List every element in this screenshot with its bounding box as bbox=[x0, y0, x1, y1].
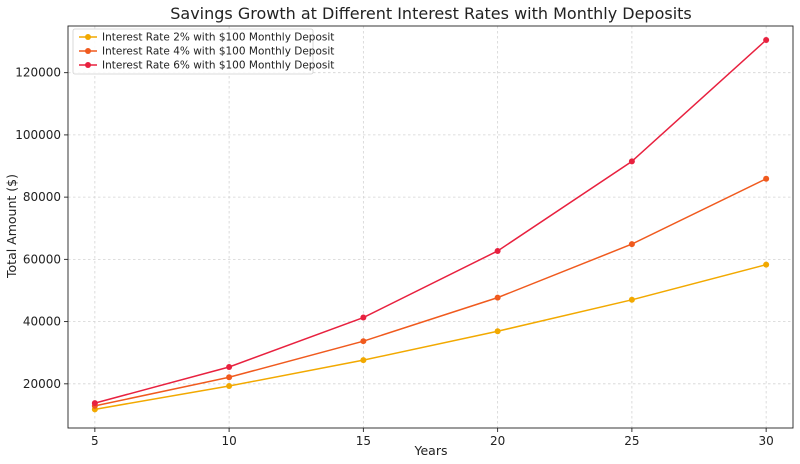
legend-label: Interest Rate 4% with $100 Monthly Depos… bbox=[102, 46, 334, 58]
data-point bbox=[628, 241, 635, 248]
legend-label: Interest Rate 6% with $100 Monthly Depos… bbox=[102, 60, 334, 72]
plot-frame bbox=[67, 25, 794, 429]
legend-marker bbox=[85, 62, 91, 68]
x-tick-label: 5 bbox=[91, 434, 99, 448]
y-tick-label: 80000 bbox=[23, 190, 61, 204]
legend-item: Interest Rate 6% with $100 Monthly Depos… bbox=[79, 60, 334, 72]
series-lines bbox=[91, 37, 770, 413]
series-2 bbox=[91, 175, 770, 409]
data-point bbox=[494, 294, 501, 301]
x-tick-label: 20 bbox=[490, 434, 505, 448]
y-tick-label: 20000 bbox=[23, 377, 61, 391]
y-tick-label: 40000 bbox=[23, 315, 61, 329]
y-tick-label: 60000 bbox=[23, 252, 61, 266]
series-3 bbox=[91, 37, 770, 407]
legend-box bbox=[72, 28, 314, 75]
data-point bbox=[494, 247, 501, 254]
legend-item: Interest Rate 4% with $100 Monthly Depos… bbox=[79, 46, 334, 58]
data-point bbox=[226, 382, 233, 389]
x-axis-title: Years bbox=[414, 443, 448, 458]
data-point bbox=[763, 37, 770, 44]
legend-item: Interest Rate 2% with $100 Monthly Depos… bbox=[79, 32, 334, 44]
data-point bbox=[360, 357, 367, 364]
series-line bbox=[94, 178, 767, 407]
axes bbox=[64, 25, 794, 432]
data-point bbox=[226, 364, 233, 371]
chart-title: Savings Growth at Different Interest Rat… bbox=[170, 4, 692, 23]
tick-labels: 5 10 15 20 25 30 20000 40000 60000 80000 100000 120… bbox=[15, 66, 774, 448]
x-tick-label: 25 bbox=[624, 434, 639, 448]
data-point bbox=[628, 158, 635, 165]
legend-marker bbox=[85, 34, 91, 40]
legend-label: Interest Rate 2% with $100 Monthly Depos… bbox=[102, 32, 334, 44]
data-point bbox=[360, 338, 367, 345]
grid-lines bbox=[68, 26, 793, 428]
y-tick-label: 120000 bbox=[15, 66, 61, 80]
y-tick-label: 100000 bbox=[15, 128, 61, 142]
data-point bbox=[91, 400, 98, 407]
data-point bbox=[628, 296, 635, 303]
series-line bbox=[94, 263, 767, 411]
data-point bbox=[226, 374, 233, 381]
data-point bbox=[494, 328, 501, 335]
x-tick-label: 30 bbox=[759, 434, 774, 448]
series-line bbox=[94, 39, 767, 404]
data-point bbox=[360, 314, 367, 321]
x-tick-label: 15 bbox=[356, 434, 371, 448]
data-point bbox=[763, 175, 770, 182]
y-axis-title: Total Amount ($) bbox=[4, 174, 19, 279]
series-1 bbox=[91, 261, 770, 413]
data-point bbox=[763, 261, 770, 268]
legend: Interest Rate 2% with $100 Monthly Depos… bbox=[72, 28, 334, 75]
x-tick-label: 10 bbox=[221, 434, 236, 448]
legend-marker bbox=[85, 48, 91, 54]
